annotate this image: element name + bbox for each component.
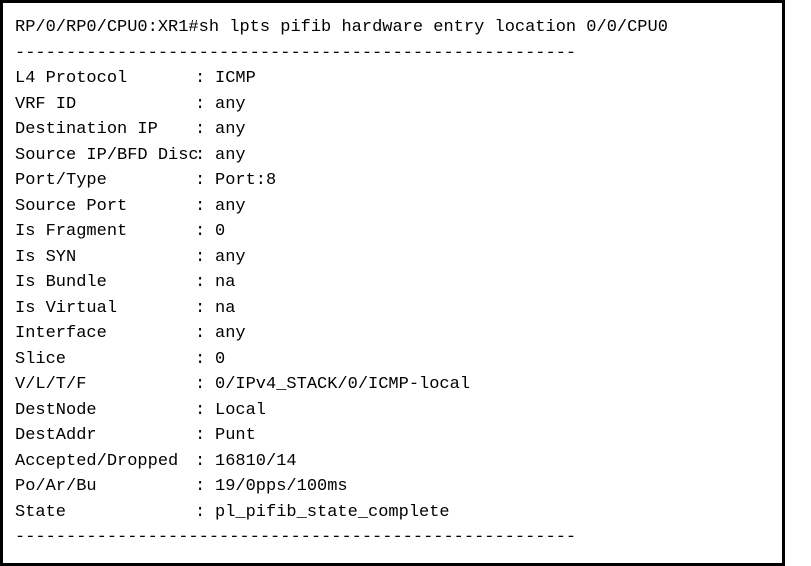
field-value: 0 [215,219,225,245]
field-value: 0 [215,347,225,373]
field-row: DestAddr: Punt [15,423,770,449]
field-separator: : [195,143,215,169]
field-key: State [15,500,195,526]
field-separator: : [195,398,215,424]
field-key: DestNode [15,398,195,424]
field-row: Port/Type: Port:8 [15,168,770,194]
field-separator: : [195,92,215,118]
field-row: State: pl_pifib_state_complete [15,500,770,526]
field-key: Destination IP [15,117,195,143]
entry-fields: L4 Protocol: ICMPVRF ID: anyDestination … [15,66,770,525]
field-separator: : [195,194,215,220]
field-row: Interface: any [15,321,770,347]
field-value: Local [215,398,266,424]
field-separator: : [195,347,215,373]
field-key: L4 Protocol [15,66,195,92]
field-separator: : [195,321,215,347]
field-key: DestAddr [15,423,195,449]
field-row: Source IP/BFD Disc: any [15,143,770,169]
field-separator: : [195,245,215,271]
field-key: Is Virtual [15,296,195,322]
field-separator: : [195,117,215,143]
field-separator: : [195,474,215,500]
field-key: V/L/T/F [15,372,195,398]
field-value: Punt [215,423,256,449]
divider-bottom: ----------------------------------------… [15,525,770,551]
field-value: na [215,270,235,296]
field-value: any [215,321,246,347]
field-separator: : [195,66,215,92]
cli-prompt: RP/0/RP0/CPU0:XR1# [15,18,199,37]
field-row: L4 Protocol: ICMP [15,66,770,92]
field-separator: : [195,372,215,398]
field-row: Slice: 0 [15,347,770,373]
field-row: Is Virtual: na [15,296,770,322]
field-separator: : [195,270,215,296]
field-separator: : [195,168,215,194]
field-row: Is SYN: any [15,245,770,271]
field-separator: : [195,219,215,245]
field-key: Source Port [15,194,195,220]
field-key: Slice [15,347,195,373]
field-value: ICMP [215,66,256,92]
field-value: Port:8 [215,168,276,194]
cli-command: sh lpts pifib hardware entry location 0/… [199,18,668,37]
field-value: 16810/14 [215,449,297,475]
field-value: pl_pifib_state_complete [215,500,450,526]
divider-top: ----------------------------------------… [15,41,770,67]
field-value: any [215,245,246,271]
field-key: Source IP/BFD Disc [15,143,195,169]
field-row: Source Port: any [15,194,770,220]
field-row: Accepted/Dropped: 16810/14 [15,449,770,475]
field-value: 19/0pps/100ms [215,474,348,500]
field-separator: : [195,449,215,475]
field-key: Is Fragment [15,219,195,245]
field-key: Interface [15,321,195,347]
field-key: Is Bundle [15,270,195,296]
field-value: any [215,92,246,118]
field-key: VRF ID [15,92,195,118]
field-key: Port/Type [15,168,195,194]
field-row: VRF ID: any [15,92,770,118]
field-value: na [215,296,235,322]
field-value: any [215,143,246,169]
field-separator: : [195,500,215,526]
field-row: Is Bundle: na [15,270,770,296]
field-row: DestNode: Local [15,398,770,424]
field-row: Destination IP: any [15,117,770,143]
field-key: Is SYN [15,245,195,271]
field-value: any [215,194,246,220]
field-row: Is Fragment: 0 [15,219,770,245]
field-row: V/L/T/F: 0/IPv4_STACK/0/ICMP-local [15,372,770,398]
field-separator: : [195,296,215,322]
field-separator: : [195,423,215,449]
field-row: Po/Ar/Bu: 19/0pps/100ms [15,474,770,500]
field-key: Po/Ar/Bu [15,474,195,500]
command-line: RP/0/RP0/CPU0:XR1#sh lpts pifib hardware… [15,15,770,41]
field-value: any [215,117,246,143]
field-key: Accepted/Dropped [15,449,195,475]
field-value: 0/IPv4_STACK/0/ICMP-local [215,372,470,398]
